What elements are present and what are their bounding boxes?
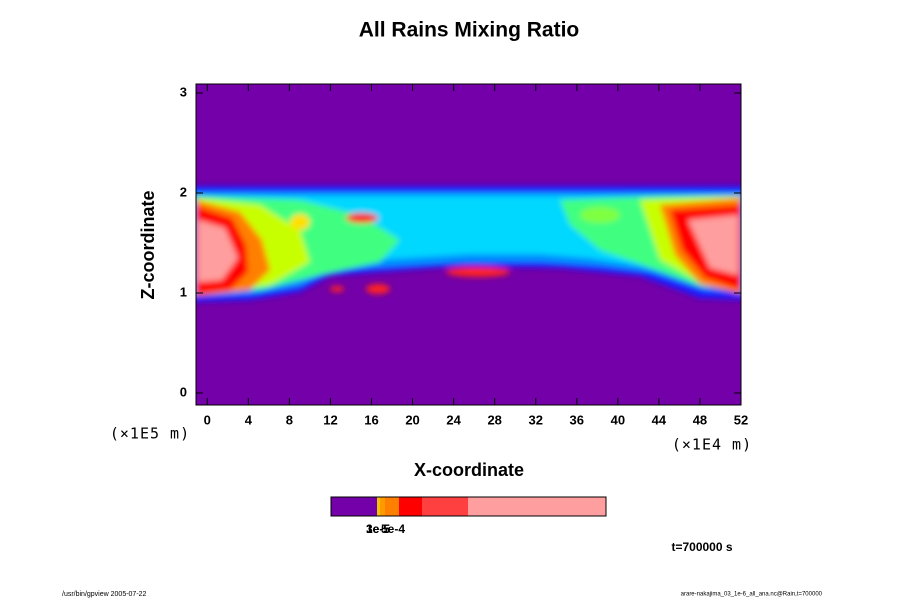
x-tick-label: 36 [570, 412, 584, 427]
colorbar-segment [331, 497, 377, 516]
contour-field [196, 84, 741, 405]
colorbar-segment [468, 497, 606, 516]
plot-frame [195, 83, 742, 406]
x-tick-label: 40 [611, 412, 625, 427]
colorbar-segment [422, 497, 468, 516]
y-tick-label: 0 [180, 384, 187, 399]
x-tick-label: 32 [528, 412, 542, 427]
colorbar-label: 1e-5 [366, 522, 390, 536]
y-axis-label: Z-coordinate [138, 190, 158, 299]
x-tick-label: 4 [245, 412, 253, 427]
y-unit: (×1E5 m) [110, 425, 190, 443]
time-label: t=700000 s [671, 540, 732, 554]
colorbar-segment [377, 497, 380, 516]
colorbar-frame [330, 496, 607, 517]
colorbar: 3e-51e-55e-4 [330, 496, 607, 536]
x-tick-label: 52 [734, 412, 748, 427]
x-tick-label: 44 [652, 412, 667, 427]
field-shapes [196, 186, 741, 302]
colorbar-segment [385, 497, 399, 516]
y-tick-label: 2 [180, 184, 187, 199]
x-tick-label: 12 [323, 412, 337, 427]
x-tick-label: 48 [693, 412, 707, 427]
x-tick-label: 16 [364, 412, 378, 427]
y-tick-label: 3 [180, 84, 187, 99]
x-tick-label: 20 [405, 412, 419, 427]
colorbar-label: 3e-5 [366, 522, 390, 536]
x-tick-label: 0 [204, 412, 211, 427]
y-tick-label: 1 [180, 284, 187, 299]
colorbar-label: 5e-4 [381, 522, 405, 536]
x-unit: (×1E4 m) [672, 436, 752, 454]
footer-left: /usr/bin/gpview 2005-07-22 [62, 591, 147, 598]
x-axis-label: X-coordinate [414, 460, 524, 480]
x-tick-label: 8 [286, 412, 293, 427]
x-tick-label: 28 [487, 412, 501, 427]
x-tick-label: 24 [446, 412, 461, 427]
footer-right: arare-nakajima_03_1e-6_all_ana.nc@Rain,t… [681, 592, 823, 598]
colorbar-segment [399, 497, 422, 516]
chart-title: All Rains Mixing Ratio [359, 19, 580, 42]
colorbar-segment [380, 497, 385, 516]
